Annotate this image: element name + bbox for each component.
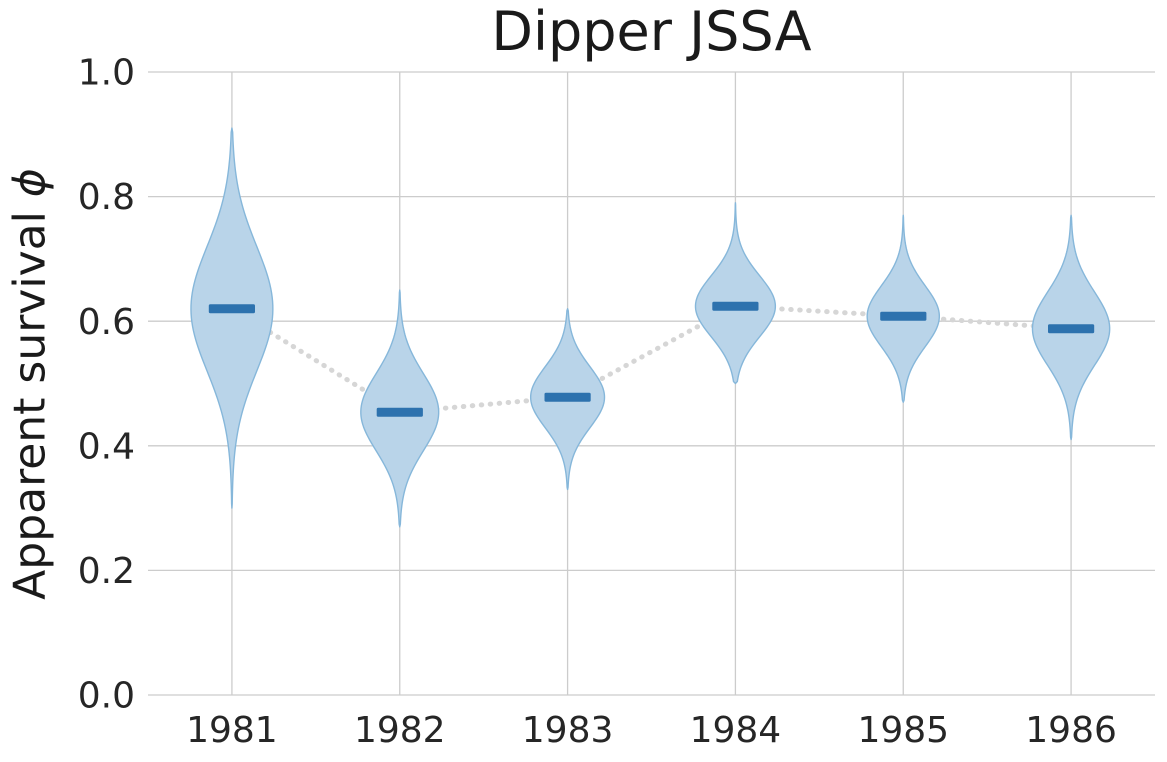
median-bar-1985	[880, 311, 927, 321]
violin-1984	[694, 202, 777, 385]
x-tick-label: 1984	[690, 710, 782, 751]
y-axis-label-text: Apparent survival	[4, 197, 56, 600]
median-bar-1983	[544, 392, 591, 402]
median-bar-1984	[712, 301, 759, 311]
y-axis-label: Apparent survival ϕ	[5, 168, 56, 600]
x-tick-label: 1981	[186, 710, 278, 751]
y-tick-label: 0.0	[78, 676, 135, 717]
x-tick-label: 1986	[1025, 710, 1117, 751]
x-tick-label: 1982	[354, 710, 446, 751]
chart-title: Dipper JSSA	[491, 0, 812, 63]
x-tick-label: 1983	[522, 710, 614, 751]
y-tick-label: 1.0	[78, 53, 135, 94]
median-connector-line	[229, 303, 1074, 415]
x-tick-label: 1985	[857, 710, 949, 751]
y-tick-label: 0.8	[78, 177, 135, 218]
phi-symbol: ϕ	[4, 168, 56, 198]
median-bar-1986	[1048, 324, 1095, 334]
y-tick-label: 0.2	[78, 551, 135, 592]
violin-1981	[190, 127, 274, 509]
y-tick-label: 0.4	[78, 426, 135, 467]
median-bar-1982	[376, 407, 423, 417]
y-tick-label: 0.6	[78, 302, 135, 343]
median-bar-1981	[208, 304, 255, 314]
violin-1985	[866, 214, 941, 403]
